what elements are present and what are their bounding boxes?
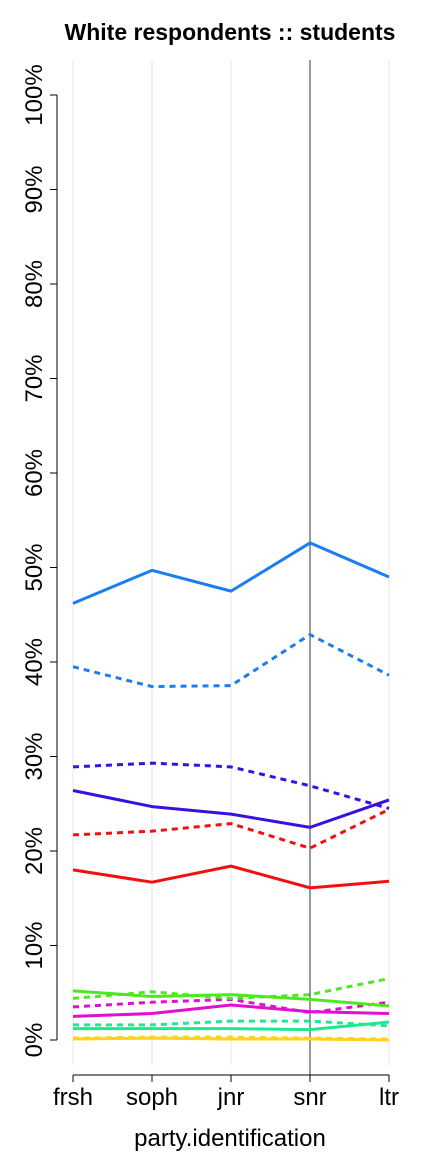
- grid: [72, 60, 390, 1075]
- y-tick-label: 10%: [21, 921, 48, 969]
- y-tick-label: 20%: [21, 827, 48, 875]
- series-line-10-dotted: [73, 1019, 390, 1028]
- series-line-11-solid: [73, 1020, 390, 1032]
- series-line-5-solid: [72, 864, 390, 890]
- series-line-7-solid: [72, 989, 390, 1008]
- x-ticks: frsh soph jnr snr ltr: [53, 1075, 399, 1111]
- series-line-3-solid: [72, 789, 390, 829]
- y-tick-label: 30%: [21, 732, 48, 780]
- y-tick-label: 40%: [21, 638, 48, 686]
- x-tick-label: soph: [126, 1084, 178, 1111]
- series: [72, 541, 390, 1042]
- y-tick-label: 50%: [21, 543, 48, 591]
- x-tick-label: ltr: [379, 1084, 399, 1111]
- y-tick-label: 100%: [21, 64, 48, 125]
- y-tick-label: 80%: [21, 260, 48, 308]
- x-tick-label: jnr: [217, 1084, 245, 1111]
- series-line-9-solid: [72, 1003, 390, 1018]
- series-line-4-dotted: [72, 808, 390, 850]
- y-tick-label: 0%: [21, 1023, 48, 1058]
- y-tick-label: 60%: [21, 449, 48, 497]
- x-tick-label: frsh: [53, 1084, 93, 1111]
- chart-title: White respondents :: students: [65, 19, 396, 45]
- y-ticks: 0% 10% 20% 30% 40% 50% 60% 70% 80% 90% 100%: [21, 64, 57, 1057]
- axes: [56, 95, 389, 1076]
- x-tick-label: snr: [293, 1084, 326, 1111]
- series-line-13-solid: [72, 1036, 390, 1042]
- y-tick-label: 70%: [21, 354, 48, 402]
- series-line-2-dotted: [72, 761, 390, 810]
- x-axis-label: party.identification: [134, 1125, 326, 1152]
- y-tick-label: 90%: [21, 165, 48, 213]
- series-line-12-dotted: [72, 1035, 390, 1041]
- series-line-6-dotted: [72, 977, 390, 1000]
- series-line-0-solid: [72, 541, 390, 605]
